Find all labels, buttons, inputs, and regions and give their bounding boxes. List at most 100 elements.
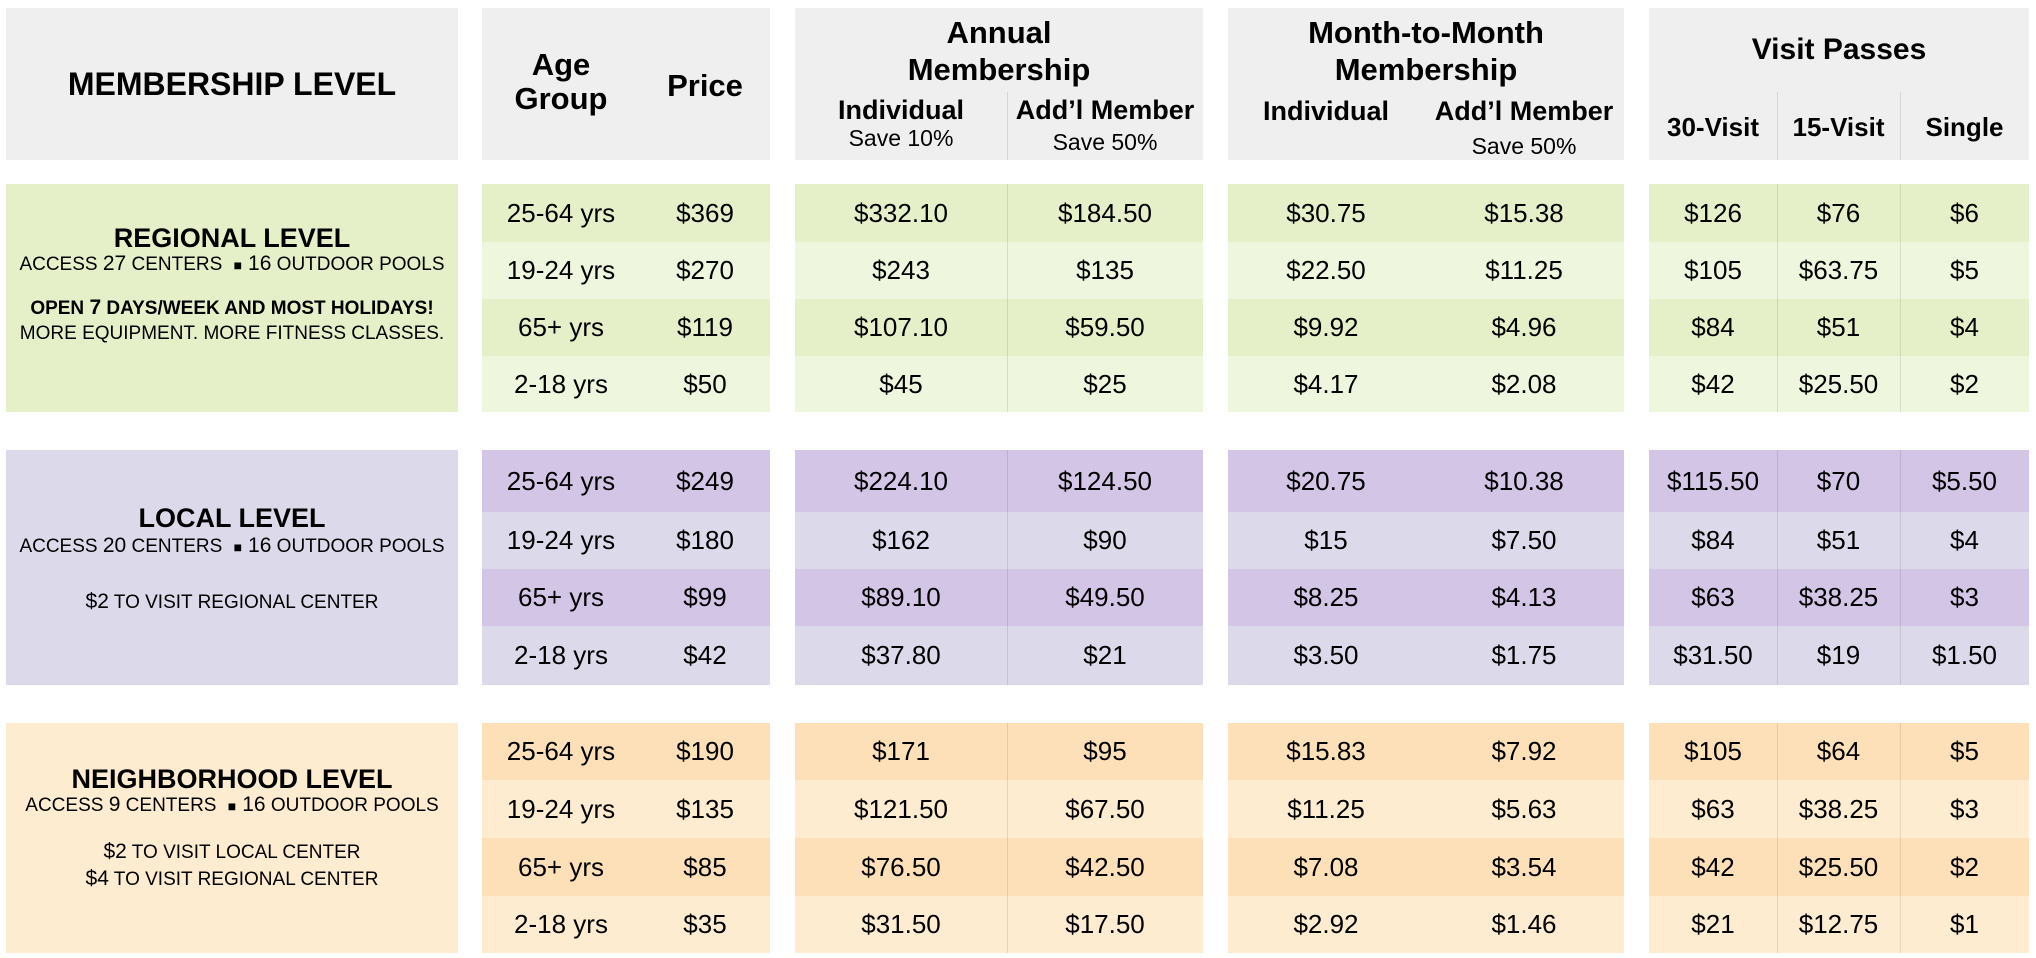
local-visit-single-cell: $4 bbox=[1950, 525, 1979, 555]
header-monthly-save-50: Save 50% bbox=[1471, 133, 1577, 159]
neighborhood-visit-single-cell: $3 bbox=[1950, 793, 1979, 824]
local-annual-individual-cell: $89.10 bbox=[861, 582, 941, 612]
regional-visit-single-cell: $6 bbox=[1950, 197, 1979, 228]
regional-level-title: REGIONAL LEVEL bbox=[113, 223, 351, 253]
neighborhood-monthly-individual-cell: $11.25 bbox=[1287, 793, 1365, 824]
neighborhood-price-cell: $35 bbox=[683, 909, 727, 939]
neighborhood-row-bg bbox=[1228, 723, 1624, 780]
neighborhood-row-bg bbox=[1649, 723, 2029, 780]
regional-age-group-cell: 2-18 yrs bbox=[514, 368, 608, 399]
header-membership-level bbox=[6, 8, 458, 160]
header-annual-line-1: Annual bbox=[946, 15, 1052, 50]
local-visit-30-cell: $115.50 bbox=[1666, 465, 1760, 496]
local-annual-individual-cell: $162 bbox=[872, 525, 930, 555]
regional-monthly-individual-cell: $9.92 bbox=[1293, 312, 1359, 342]
neighborhood-annual-individual-cell: $31.50 bbox=[861, 909, 941, 939]
header-annual-addl: Add’l Member Save 50% bbox=[1007, 94, 1203, 158]
neighborhood-age-group-cell: 2-18 yrs bbox=[514, 909, 608, 939]
neighborhood-annual-individual-cell: $76.50 bbox=[861, 851, 941, 882]
regional-row-bg bbox=[1649, 299, 2029, 356]
header-annual-save-10: Save 10% bbox=[848, 125, 954, 151]
header-age-line-2: Group bbox=[514, 81, 608, 116]
neighborhood-visit-30-cell: $42 bbox=[1691, 851, 1735, 882]
regional-visit-30-cell: $105 bbox=[1684, 255, 1742, 285]
neighborhood-row-bg bbox=[1649, 896, 2029, 953]
regional-annual-individual-cell: $45 bbox=[879, 368, 923, 399]
header-annual-label: Annual Membership bbox=[795, 14, 1203, 88]
local-visit-30-cell: $31.50 bbox=[1673, 640, 1753, 670]
neighborhood-price-cell: $85 bbox=[683, 851, 727, 882]
column-divider bbox=[1900, 184, 1901, 412]
neighborhood-row-bg bbox=[1649, 780, 2029, 838]
regional-level-panel bbox=[6, 184, 458, 412]
neighborhood-row-bg bbox=[795, 838, 1203, 896]
local-visit-single-cell: $3 bbox=[1950, 582, 1979, 612]
neighborhood-monthly-addl-cell: $7.92 bbox=[1491, 736, 1557, 766]
neighborhood-annual-addl-cell: $17.50 bbox=[1065, 909, 1145, 939]
header-visit-30: 30-Visit bbox=[1666, 112, 1759, 142]
neighborhood-visit-15-cell: $64 bbox=[1816, 736, 1861, 766]
regional-visit-15-cell: $51 bbox=[1816, 312, 1861, 342]
header-monthly-addl: Add’l Member Save 50% bbox=[1424, 94, 1624, 164]
regional-price-cell: $119 bbox=[677, 312, 733, 342]
local-row-bg bbox=[482, 569, 770, 626]
local-level-panel bbox=[6, 450, 458, 685]
regional-row-bg bbox=[482, 184, 770, 242]
neighborhood-row-bg bbox=[1228, 896, 1624, 953]
local-row-bg bbox=[1228, 569, 1624, 626]
neighborhood-row-bg bbox=[482, 723, 770, 780]
local-row-bg bbox=[1228, 626, 1624, 685]
local-row-bg bbox=[795, 569, 1203, 626]
regional-monthly-addl-cell: $4.96 bbox=[1491, 312, 1557, 342]
local-row-bg bbox=[1228, 512, 1624, 569]
neighborhood-level-visit-local: $2 TO VISIT LOCAL CENTER bbox=[103, 840, 361, 863]
header-monthly-addl-label: Add’l Member bbox=[1434, 96, 1614, 126]
neighborhood-visit-single-cell: $2 bbox=[1950, 851, 1979, 882]
regional-price-cell: $50 bbox=[683, 368, 727, 399]
local-visit-15-cell: $38.25 bbox=[1798, 582, 1879, 612]
neighborhood-row-bg bbox=[795, 896, 1203, 953]
regional-row-bg bbox=[795, 356, 1203, 412]
column-divider bbox=[1777, 723, 1778, 953]
regional-monthly-individual-cell: $22.50 bbox=[1286, 255, 1366, 285]
local-row-bg bbox=[482, 450, 770, 512]
neighborhood-level-panel bbox=[6, 723, 458, 953]
regional-row-bg bbox=[1228, 184, 1624, 242]
local-annual-addl-cell: $90 bbox=[1083, 525, 1127, 555]
regional-annual-addl-cell: $59.50 bbox=[1065, 312, 1145, 342]
neighborhood-row-bg bbox=[482, 780, 770, 838]
header-visit-passes-label: Visit Passes bbox=[1751, 33, 1927, 66]
header-age-line-1: Age bbox=[531, 47, 591, 82]
header-age-price bbox=[482, 8, 770, 160]
regional-row-bg bbox=[1649, 184, 2029, 242]
local-age-group-cell: 25-64 yrs bbox=[506, 465, 616, 496]
local-monthly-addl-cell: $10.38 bbox=[1484, 465, 1564, 496]
regional-visit-single-cell: $4 bbox=[1950, 312, 1979, 342]
local-row-bg bbox=[795, 450, 1203, 512]
header-monthly-label: Month-to-Month Membership bbox=[1228, 14, 1624, 88]
local-visit-single-cell: $1.50 bbox=[1931, 640, 1998, 670]
header-annual-line-2: Membership bbox=[907, 52, 1091, 87]
column-divider bbox=[1777, 184, 1778, 412]
regional-row-bg bbox=[1228, 356, 1624, 412]
local-row-bg bbox=[795, 512, 1203, 569]
local-annual-addl-cell: $49.50 bbox=[1065, 582, 1145, 612]
regional-annual-addl-cell: $135 bbox=[1076, 255, 1134, 285]
regional-visit-15-cell: $63.75 bbox=[1798, 255, 1879, 285]
neighborhood-level-access: ACCESS 9 CENTERS ■ 16 OUTDOOR POOLS bbox=[25, 793, 439, 816]
header-annual bbox=[795, 8, 1203, 160]
local-level-visit-regional: $2 TO VISIT REGIONAL CENTER bbox=[85, 590, 379, 613]
column-divider bbox=[1900, 450, 1901, 685]
local-annual-addl-cell: $21 bbox=[1083, 640, 1127, 670]
header-monthly-individual: Individual bbox=[1262, 96, 1389, 126]
neighborhood-monthly-individual-cell: $7.08 bbox=[1293, 851, 1359, 882]
regional-visit-15-cell: $25.50 bbox=[1798, 368, 1879, 399]
neighborhood-row-bg bbox=[795, 780, 1203, 838]
local-visit-15-cell: $19 bbox=[1816, 640, 1861, 670]
neighborhood-monthly-individual-cell: $2.92 bbox=[1293, 909, 1359, 939]
neighborhood-annual-individual-cell: $171 bbox=[872, 736, 930, 766]
neighborhood-row-bg bbox=[1228, 838, 1624, 896]
regional-monthly-individual-cell: $30.75 bbox=[1286, 197, 1366, 228]
header-price-label: Price bbox=[667, 68, 743, 103]
local-annual-individual-cell: $37.80 bbox=[861, 640, 941, 670]
